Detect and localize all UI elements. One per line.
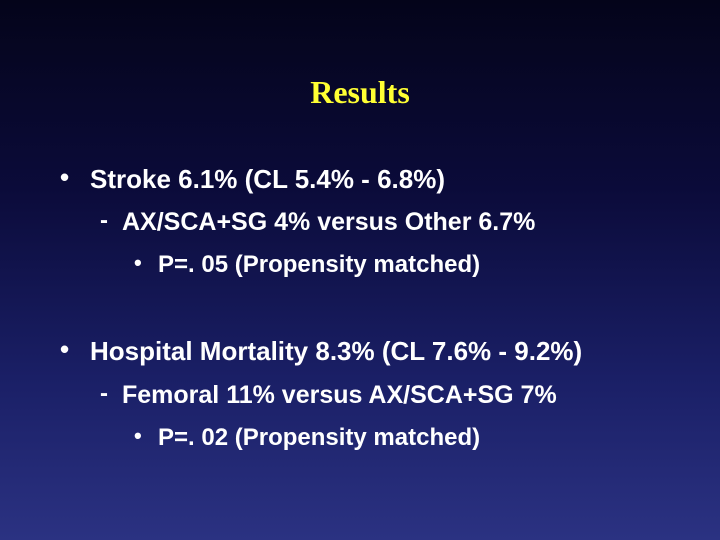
bullet-hospital-mortality: Hospital Mortality 8.3% (CL 7.6% - 9.2%): [90, 336, 583, 366]
bullet-icon: •: [60, 334, 70, 364]
sub-bullet-mortality-comparison: Femoral 11% versus AX/SCA+SG 7%: [122, 381, 557, 409]
bullet-icon: •: [60, 162, 70, 192]
slide-title: Results: [310, 74, 410, 110]
bullet-icon: •: [134, 250, 142, 275]
sub-sub-bullet-stroke-pvalue: P=. 05 (Propensity matched): [158, 251, 481, 278]
sub-bullet-stroke-comparison: AX/SCA+SG 4% versus Other 6.7%: [122, 208, 536, 236]
bullet-stroke: Stroke 6.1% (CL 5.4% - 6.8%): [90, 164, 445, 194]
dash-icon: -: [100, 207, 108, 234]
dash-icon: -: [100, 380, 108, 407]
bullet-icon: •: [134, 423, 142, 448]
sub-sub-bullet-mortality-pvalue: P=. 02 (Propensity matched): [158, 424, 481, 451]
